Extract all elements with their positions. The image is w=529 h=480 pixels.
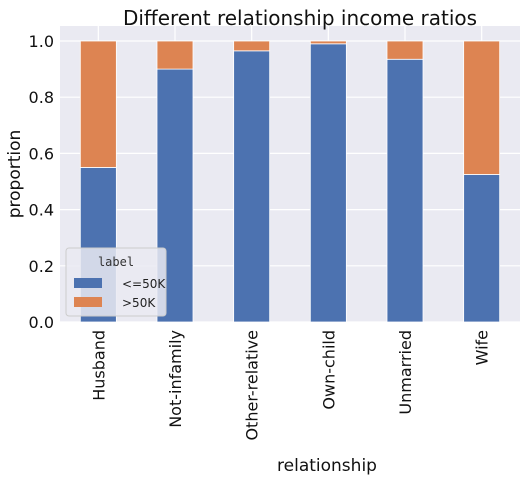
y-axis-label: proportion bbox=[5, 130, 25, 219]
x-axis-label: relationship bbox=[277, 456, 377, 476]
y-tick-label: 0.2 bbox=[29, 257, 54, 276]
bar-gt50k-other-relative bbox=[233, 40, 271, 52]
y-tick-label: 1.0 bbox=[29, 32, 54, 51]
x-tick-label: Wife bbox=[473, 330, 492, 365]
legend: label <=50K >50K bbox=[65, 247, 167, 317]
chart-title: Different relationship income ratios bbox=[123, 6, 477, 30]
bar-le50k-unmarried bbox=[386, 58, 424, 323]
legend-swatch-gt50k bbox=[74, 297, 102, 307]
bar-gt50k-wife bbox=[463, 40, 501, 175]
x-tick-label: Not-infamily bbox=[166, 330, 185, 428]
x-tick-label: Own-child bbox=[319, 330, 338, 410]
y-tick-label: 0.0 bbox=[29, 313, 54, 332]
x-tick-label: Other-relative bbox=[243, 330, 262, 441]
bar-le50k-wife bbox=[463, 174, 501, 323]
legend-title: label bbox=[98, 255, 134, 269]
legend-label-gt50k: >50K bbox=[122, 296, 156, 310]
y-tick-label: 0.4 bbox=[29, 201, 54, 220]
bar-gt50k-husband bbox=[79, 40, 117, 168]
bar-le50k-own-child bbox=[309, 43, 347, 323]
legend-swatch-le50k bbox=[74, 278, 102, 288]
y-tick-label: 0.8 bbox=[29, 88, 54, 107]
x-tick-label: Unmarried bbox=[396, 330, 415, 415]
bar-gt50k-unmarried bbox=[386, 40, 424, 60]
y-axis-ticks: 0.0 0.2 0.4 0.6 0.8 1.0 bbox=[29, 32, 54, 332]
y-tick-label: 0.6 bbox=[29, 144, 54, 163]
bar-le50k-other-relative bbox=[233, 50, 271, 323]
x-tick-label: Husband bbox=[89, 330, 108, 401]
legend-label-le50k: <=50K bbox=[122, 277, 166, 291]
bar-gt50k-own-child bbox=[309, 40, 347, 45]
x-axis-ticks: Husband Not-infamily Other-relative Own-chi… bbox=[89, 330, 491, 441]
bar-gt50k-not-infamily bbox=[156, 40, 194, 70]
